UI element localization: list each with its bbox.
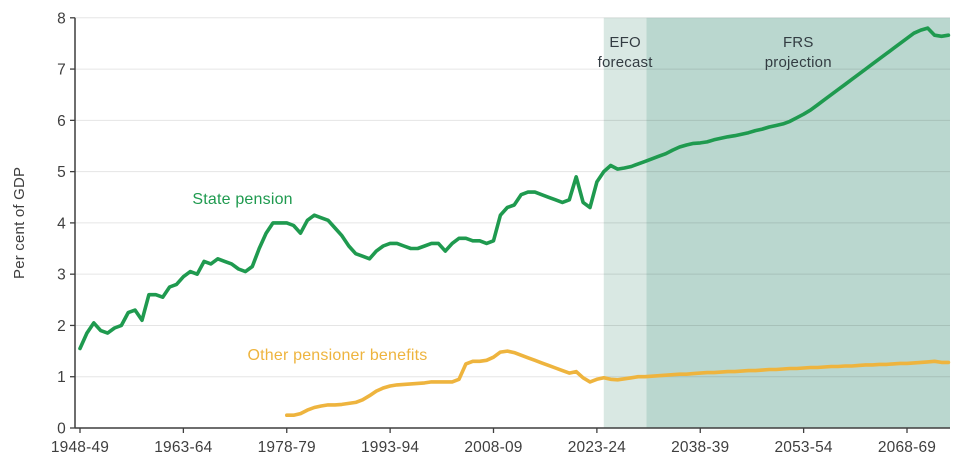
- x-tick-label: 1993-94: [361, 439, 419, 456]
- efo-band: [603, 17, 647, 429]
- y-tick-label: 6: [57, 113, 66, 130]
- y-tick-label: 7: [57, 62, 66, 79]
- x-tick-label: 2038-39: [671, 439, 729, 456]
- x-tick-label: 2068-69: [878, 439, 936, 456]
- x-tick-label: 1948-49: [51, 439, 109, 456]
- frs-annotation: FRS: [783, 34, 814, 51]
- y-tick-label: 3: [57, 267, 66, 284]
- y-tick-label: 1: [57, 369, 66, 386]
- y-tick-label: 2: [57, 318, 66, 335]
- x-tick-label: 2023-24: [568, 439, 626, 456]
- frs-annotation: projection: [765, 54, 832, 71]
- y-tick-label: 5: [57, 164, 66, 181]
- x-tick-label: 1978-79: [258, 439, 316, 456]
- x-tick-label: 1963-64: [154, 439, 212, 456]
- y-tick-label: 8: [57, 10, 66, 27]
- state-pension-label: State pension: [192, 191, 292, 208]
- x-tick-label: 2008-09: [464, 439, 522, 456]
- other-pensioner-benefits-line: [284, 349, 951, 418]
- y-axis-title: Per cent of GDP: [11, 167, 28, 279]
- other-pensioner-benefits-label: Other pensioner benefits: [247, 347, 427, 364]
- x-tick-label: 2053-54: [774, 439, 832, 456]
- frs-band: [646, 17, 950, 429]
- state-pension-line: [78, 26, 951, 351]
- efo-annotation: forecast: [598, 54, 654, 71]
- y-tick-label: 4: [57, 215, 66, 232]
- y-tick-label: 0: [57, 421, 66, 438]
- efo-annotation: EFO: [609, 34, 640, 51]
